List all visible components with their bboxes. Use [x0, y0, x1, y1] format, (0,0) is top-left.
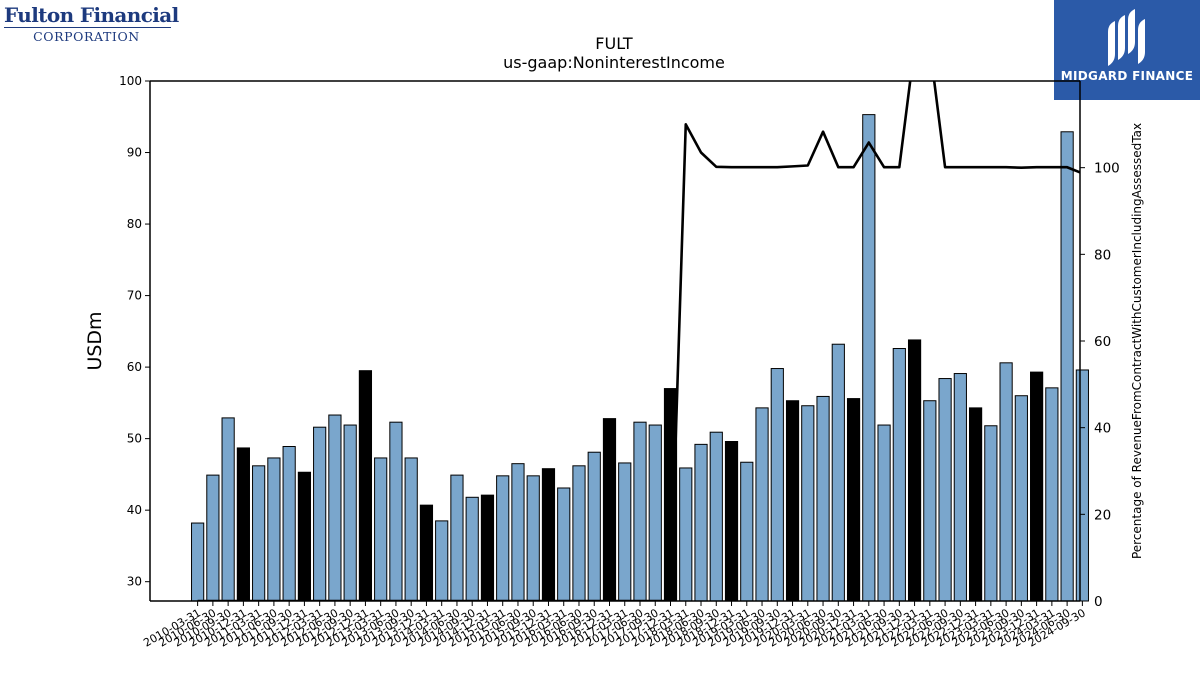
midgard-mark-icon — [1108, 9, 1145, 66]
bar — [343, 424, 357, 602]
bar — [831, 343, 845, 602]
bar — [1030, 371, 1044, 602]
bar — [801, 405, 815, 602]
bar — [984, 425, 998, 602]
bar — [1014, 395, 1028, 602]
bar — [480, 494, 495, 602]
bar — [389, 421, 403, 602]
bar — [740, 461, 754, 602]
bar — [1075, 369, 1089, 602]
bar — [419, 504, 434, 602]
bar — [450, 474, 464, 602]
y2-tick-label: 100 — [1094, 161, 1120, 177]
bar — [206, 474, 220, 602]
bar — [755, 407, 769, 602]
line-layer — [197, 81, 1080, 601]
bar — [694, 443, 708, 602]
y2-tick-label: 20 — [1094, 507, 1111, 523]
bar — [602, 418, 617, 602]
bar — [541, 468, 556, 602]
bar — [252, 465, 266, 602]
y-tick-label: 60 — [127, 360, 142, 374]
bar — [1045, 387, 1059, 602]
y2-tick-label: 0 — [1094, 594, 1103, 610]
bars-layer — [191, 114, 1089, 602]
bar — [313, 426, 327, 602]
y-axis-label: USDm — [84, 311, 106, 370]
fulton-financial-logo: Fulton Financial CORPORATION — [4, 4, 179, 48]
logo-left-subtitle: CORPORATION — [33, 29, 140, 44]
bar — [679, 467, 693, 602]
bar — [877, 424, 891, 602]
bar — [191, 522, 205, 602]
bar — [846, 398, 861, 602]
y-tick-label: 30 — [127, 575, 142, 589]
y2-axis-label: Percentage of RevenueFromContractWithCus… — [1130, 123, 1144, 559]
midgard-finance-logo: MIDGARD FINANCE — [1054, 0, 1200, 100]
bar — [374, 457, 388, 602]
logo-left-rule — [4, 27, 171, 28]
bar — [404, 457, 418, 602]
chart-title: FULT — [595, 34, 633, 53]
bar — [435, 520, 449, 602]
y-tick-label: 100 — [119, 74, 142, 88]
logo-right-name: MIDGARD FINANCE — [1060, 69, 1194, 83]
logo-left-name: Fulton Financial — [4, 3, 179, 27]
bar — [572, 465, 586, 602]
bar — [282, 446, 296, 602]
axes-layer: 304050607080901000204060801002010-03-312… — [119, 74, 1120, 650]
y-tick-label: 40 — [127, 503, 142, 517]
bar — [892, 348, 906, 602]
bar — [1060, 131, 1074, 602]
bar — [221, 417, 235, 602]
bar — [618, 462, 632, 602]
y-tick-label: 90 — [127, 146, 142, 160]
y-tick-label: 50 — [127, 432, 142, 446]
bar — [724, 441, 739, 602]
bar — [770, 368, 784, 602]
bar — [526, 475, 540, 602]
y2-tick-label: 40 — [1094, 421, 1111, 437]
chart-subtitle: us-gaap:NoninterestIncome — [503, 53, 725, 72]
bar — [862, 114, 876, 602]
bar — [267, 457, 281, 602]
bar — [358, 370, 373, 602]
bar — [816, 395, 830, 602]
bar — [968, 407, 983, 602]
bar — [511, 463, 525, 602]
bar — [999, 362, 1013, 602]
bar — [938, 378, 952, 602]
bar — [709, 431, 723, 602]
bar — [633, 421, 647, 602]
series-line — [197, 81, 1080, 601]
bar — [907, 339, 922, 602]
bar — [587, 451, 601, 602]
bar — [328, 414, 342, 602]
y-tick-label: 80 — [127, 217, 142, 231]
bar — [923, 400, 937, 602]
bar — [297, 471, 312, 602]
bar — [557, 487, 571, 602]
y-tick-label: 70 — [127, 289, 142, 303]
bar — [648, 424, 662, 602]
bar — [236, 447, 250, 602]
bar — [496, 475, 510, 602]
bar — [953, 373, 967, 602]
bar — [465, 496, 479, 602]
y2-tick-label: 80 — [1094, 247, 1111, 263]
bar — [785, 400, 800, 602]
y2-tick-label: 60 — [1094, 334, 1111, 350]
